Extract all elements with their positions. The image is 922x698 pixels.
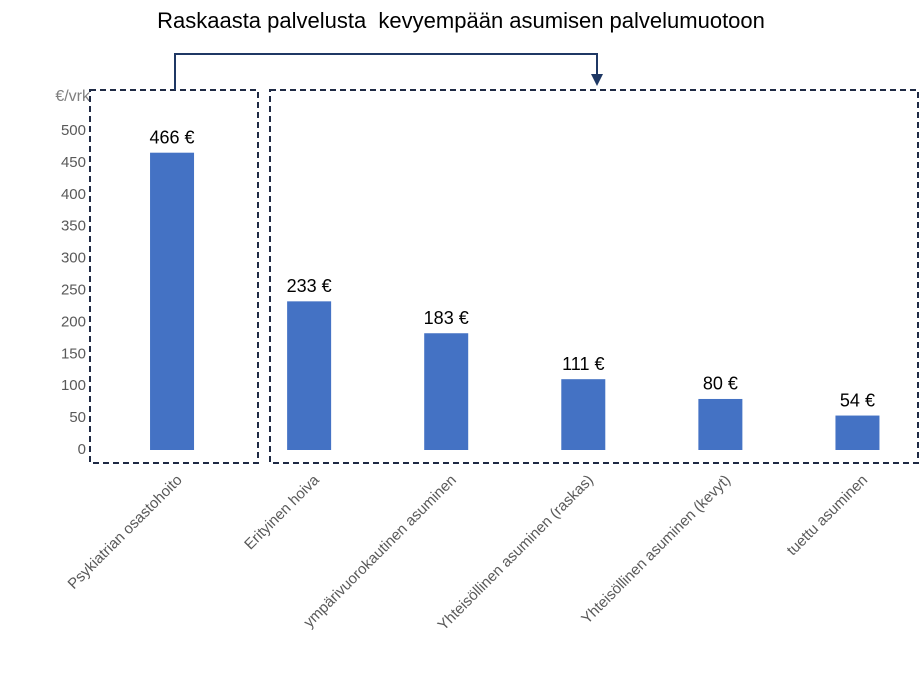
x-tick-label: ympärivuorokautinen asuminen xyxy=(300,472,459,631)
y-tick-label: 450 xyxy=(61,154,86,171)
y-tick-label: 50 xyxy=(69,409,86,426)
value-label: 466 € xyxy=(150,127,195,147)
bar xyxy=(424,333,469,450)
bar xyxy=(150,152,195,450)
chart-title: Raskaasta palvelusta kevyempään asumisen… xyxy=(157,8,765,33)
bar xyxy=(561,379,606,450)
y-tick-label: 200 xyxy=(61,313,86,330)
y-tick-label: 250 xyxy=(61,281,86,298)
bar xyxy=(287,301,332,450)
y-tick-label: 100 xyxy=(61,377,86,394)
value-label: 111 € xyxy=(562,354,604,374)
x-tick-label: Erityinen hoiva xyxy=(241,471,323,553)
arrowhead xyxy=(591,74,603,86)
y-tick-label: 400 xyxy=(61,186,86,203)
bar xyxy=(698,398,743,450)
y-tick-label: 500 xyxy=(61,122,86,139)
x-tick-label: tuettu asuminen xyxy=(784,472,872,560)
group-box xyxy=(269,89,919,464)
bar xyxy=(835,415,880,450)
y-tick-label: 150 xyxy=(61,345,86,362)
x-tick-label: Psykiatrian osastohoito xyxy=(65,472,186,593)
x-tick-label: Yhteisöllinen asuminen (kevyt) xyxy=(578,472,734,628)
arrow xyxy=(174,53,598,90)
value-label: 233 € xyxy=(287,276,332,296)
value-label: 54 € xyxy=(840,390,875,410)
value-label: 80 € xyxy=(703,374,738,394)
value-label: 183 € xyxy=(424,308,469,328)
y-tick-label: 0 xyxy=(78,441,86,458)
y-axis-label: €/vrk xyxy=(55,88,91,105)
x-tick-label: Yhteisöllinen asuminen (raskas) xyxy=(435,472,597,634)
y-tick-label: 300 xyxy=(61,250,86,267)
y-tick-label: 350 xyxy=(61,218,86,235)
